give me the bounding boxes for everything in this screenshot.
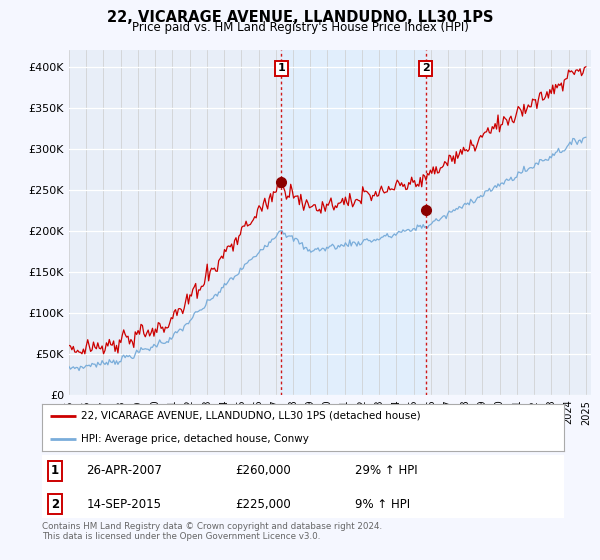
- Text: 22, VICARAGE AVENUE, LLANDUDNO, LL30 1PS: 22, VICARAGE AVENUE, LLANDUDNO, LL30 1PS: [107, 10, 493, 25]
- Text: Contains HM Land Registry data © Crown copyright and database right 2024.
This d: Contains HM Land Registry data © Crown c…: [42, 522, 382, 542]
- Text: 14-SEP-2015: 14-SEP-2015: [86, 498, 161, 511]
- Text: £225,000: £225,000: [235, 498, 291, 511]
- Text: 9% ↑ HPI: 9% ↑ HPI: [355, 498, 410, 511]
- Text: 1: 1: [51, 464, 59, 478]
- Text: 29% ↑ HPI: 29% ↑ HPI: [355, 464, 418, 478]
- Text: 22, VICARAGE AVENUE, LLANDUDNO, LL30 1PS (detached house): 22, VICARAGE AVENUE, LLANDUDNO, LL30 1PS…: [81, 411, 421, 421]
- Text: 2: 2: [51, 498, 59, 511]
- Text: 1: 1: [277, 63, 285, 73]
- Bar: [281, 50, 426, 395]
- Text: 26-APR-2007: 26-APR-2007: [86, 464, 162, 478]
- Text: £260,000: £260,000: [235, 464, 291, 478]
- Text: Price paid vs. HM Land Registry's House Price Index (HPI): Price paid vs. HM Land Registry's House …: [131, 21, 469, 34]
- Text: HPI: Average price, detached house, Conwy: HPI: Average price, detached house, Conw…: [81, 434, 309, 444]
- Text: 2: 2: [422, 63, 430, 73]
